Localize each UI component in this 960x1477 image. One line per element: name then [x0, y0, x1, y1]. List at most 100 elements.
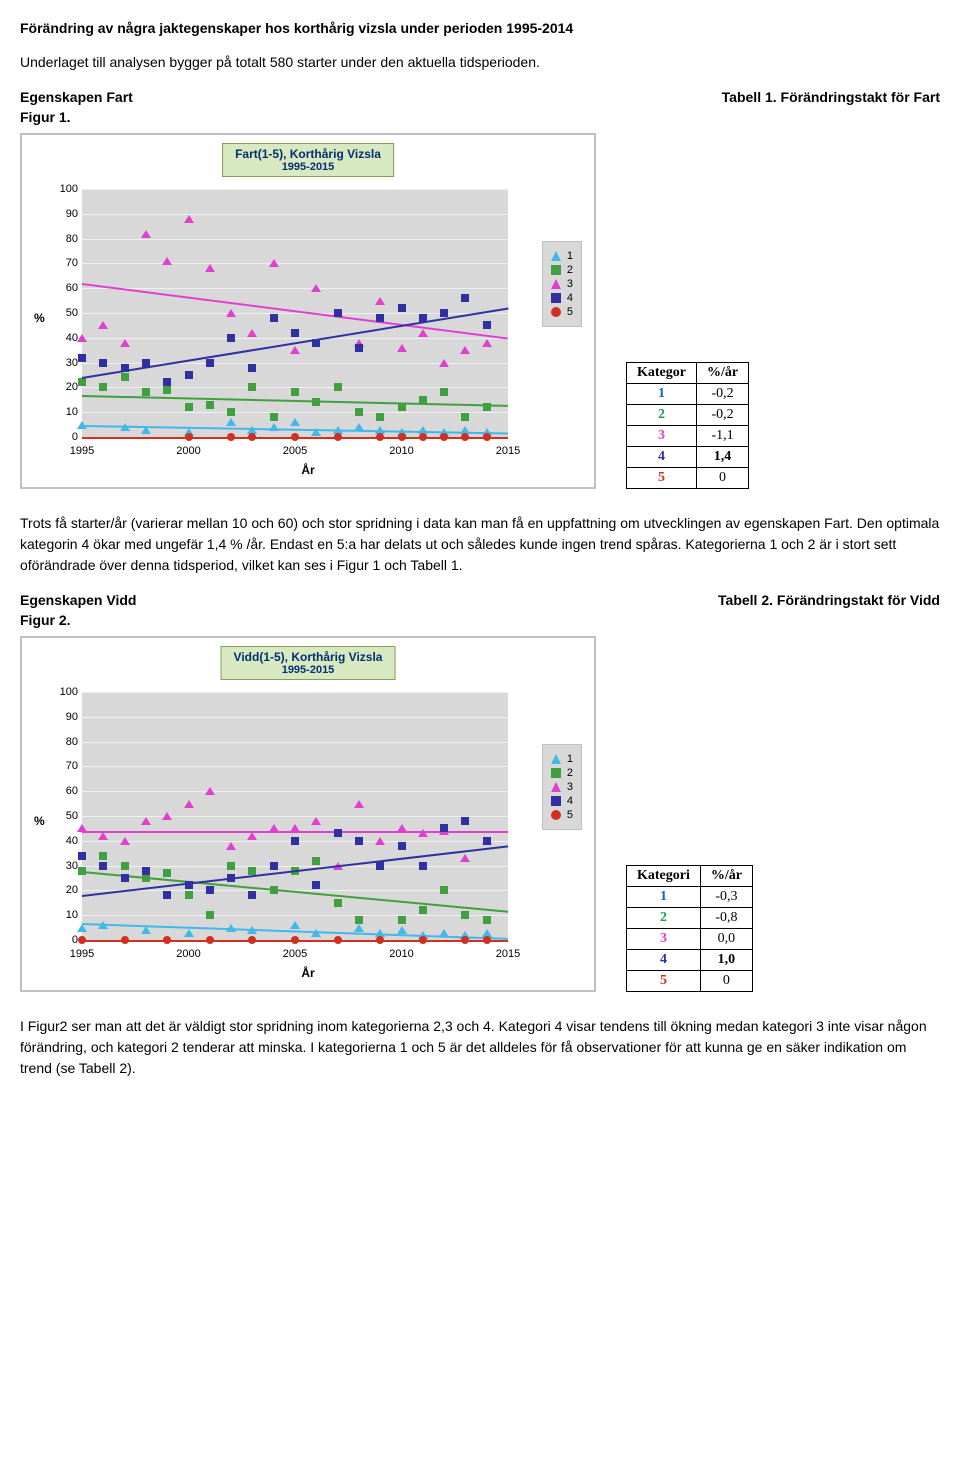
- data-point: [78, 354, 86, 362]
- data-point: [270, 314, 278, 322]
- property-label: Egenskapen Vidd: [20, 592, 136, 608]
- y-tick: 50: [48, 810, 78, 822]
- data-point: [142, 388, 150, 396]
- figure-label: Figur 1.: [20, 109, 940, 125]
- data-point: [397, 824, 407, 832]
- change-rate-table: Kategori%/år1-0,32-0,830,041,050: [626, 865, 753, 992]
- data-point: [227, 862, 235, 870]
- y-tick: 0: [48, 431, 78, 443]
- data-point: [99, 359, 107, 367]
- data-point: [141, 926, 151, 934]
- property-label: Egenskapen Fart: [20, 89, 133, 105]
- data-point: [248, 867, 256, 875]
- data-point: [78, 936, 86, 944]
- data-point: [141, 817, 151, 825]
- data-point: [419, 936, 427, 944]
- data-point: [334, 309, 342, 317]
- data-point: [482, 339, 492, 347]
- data-point: [247, 329, 257, 337]
- data-point: [419, 906, 427, 914]
- commentary-text: I Figur2 ser man att det är väldigt stor…: [20, 1016, 940, 1079]
- data-point: [162, 257, 172, 265]
- y-tick: 70: [48, 760, 78, 772]
- x-tick: 2000: [176, 948, 200, 960]
- x-tick: 1995: [70, 445, 94, 457]
- data-point: [354, 924, 364, 932]
- data-point: [98, 321, 108, 329]
- data-point: [270, 413, 278, 421]
- data-point: [141, 426, 151, 434]
- data-point: [120, 339, 130, 347]
- data-point: [354, 800, 364, 808]
- y-tick: 30: [48, 357, 78, 369]
- data-point: [98, 832, 108, 840]
- data-point: [460, 346, 470, 354]
- x-tick: 2000: [176, 445, 200, 457]
- x-tick: 2015: [496, 445, 520, 457]
- data-point: [376, 862, 384, 870]
- data-point: [355, 344, 363, 352]
- data-point: [206, 936, 214, 944]
- data-point: [311, 817, 321, 825]
- data-point: [312, 857, 320, 865]
- data-point: [227, 433, 235, 441]
- data-point: [227, 408, 235, 416]
- data-point: [184, 215, 194, 223]
- data-point: [375, 837, 385, 845]
- legend-item-label: 5: [567, 809, 573, 821]
- data-point: [142, 874, 150, 882]
- chart: Fart(1-5), Korthårig Vizsla1995-20150102…: [20, 133, 596, 489]
- data-point: [121, 364, 129, 372]
- data-point: [270, 862, 278, 870]
- data-point: [142, 359, 150, 367]
- y-tick: 0: [48, 934, 78, 946]
- data-point: [291, 388, 299, 396]
- y-tick: 30: [48, 860, 78, 872]
- y-tick: 10: [48, 406, 78, 418]
- data-point: [120, 423, 130, 431]
- data-point: [290, 346, 300, 354]
- y-tick: 80: [48, 736, 78, 748]
- data-point: [162, 812, 172, 820]
- data-point: [247, 926, 257, 934]
- data-point: [120, 837, 130, 845]
- data-point: [291, 329, 299, 337]
- data-point: [226, 924, 236, 932]
- data-point: [142, 867, 150, 875]
- table-label: Tabell 2. Förändringstakt för Vidd: [718, 592, 940, 608]
- data-point: [483, 916, 491, 924]
- table-row: 50: [627, 468, 749, 489]
- data-point: [206, 401, 214, 409]
- legend-item-label: 3: [567, 278, 573, 290]
- data-point: [419, 433, 427, 441]
- data-point: [206, 359, 214, 367]
- x-tick: 2005: [283, 445, 307, 457]
- data-point: [355, 837, 363, 845]
- data-point: [311, 284, 321, 292]
- intro-text: Underlaget till analysen bygger på total…: [20, 52, 940, 73]
- table-row: 2-0,2: [627, 405, 749, 426]
- y-tick: 70: [48, 257, 78, 269]
- y-tick: 40: [48, 835, 78, 847]
- data-point: [185, 403, 193, 411]
- y-tick: 20: [48, 884, 78, 896]
- table-label: Tabell 1. Förändringstakt för Fart: [722, 89, 940, 105]
- legend-item-label: 4: [567, 292, 573, 304]
- data-point: [163, 891, 171, 899]
- data-point: [354, 423, 364, 431]
- y-tick: 90: [48, 208, 78, 220]
- x-tick: 2015: [496, 948, 520, 960]
- chart-legend: 12345: [542, 744, 582, 830]
- data-point: [185, 881, 193, 889]
- data-point: [418, 829, 428, 837]
- data-point: [355, 916, 363, 924]
- table-row: 50: [627, 971, 753, 992]
- data-point: [440, 388, 448, 396]
- data-point: [398, 433, 406, 441]
- table-header: Kategori: [627, 866, 701, 887]
- figure-label: Figur 2.: [20, 612, 940, 628]
- data-point: [163, 386, 171, 394]
- data-point: [290, 921, 300, 929]
- data-point: [99, 383, 107, 391]
- y-tick: 80: [48, 233, 78, 245]
